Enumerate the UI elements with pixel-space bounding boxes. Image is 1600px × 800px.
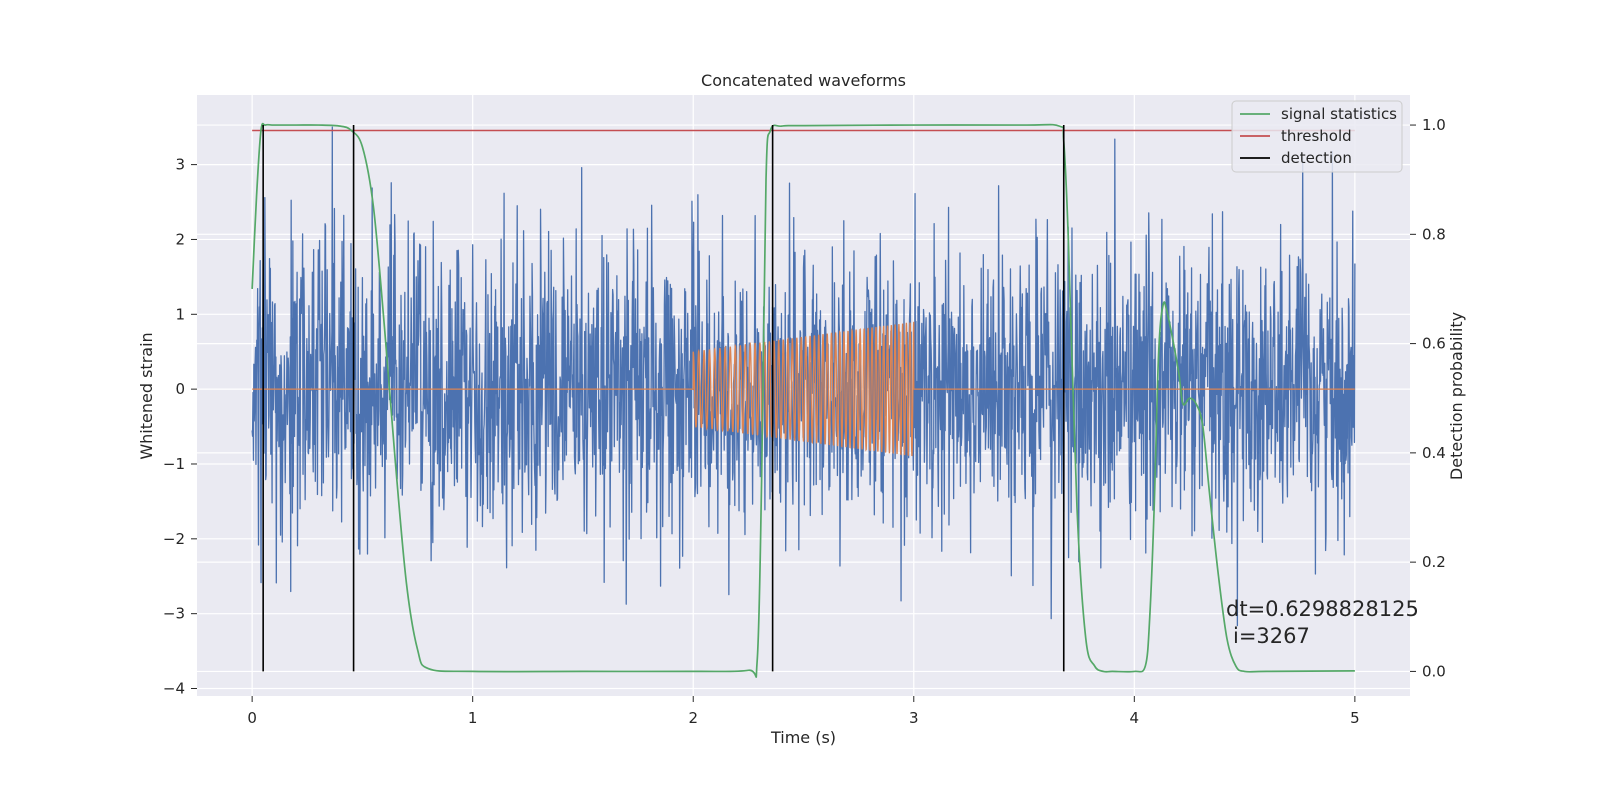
y2-axis-label: Detection probability (1447, 312, 1466, 480)
x-tick-label: 3 (909, 709, 919, 727)
x-tick-label: 2 (688, 709, 698, 727)
y2-tick-label: 0.2 (1422, 553, 1446, 571)
legend-frame (1231, 100, 1403, 173)
series-strain (251, 126, 1356, 627)
y-tick-label: −3 (163, 605, 185, 623)
series-injected (252, 321, 1355, 457)
y-tick-label: −4 (163, 680, 185, 698)
x-axis-ticks: 0 1 2 3 4 5 (247, 696, 1360, 727)
x-tick-label: 1 (468, 709, 478, 727)
y-tick-label: 1 (175, 305, 185, 323)
y-tick-label: 0 (175, 380, 185, 398)
y-axis-label: Whitened strain (137, 332, 156, 459)
y-tick-label: 3 (175, 156, 185, 174)
legend: signal statistics threshold detection (1231, 100, 1403, 173)
y-tick-label: 2 (175, 230, 185, 248)
series-signal-statistics (251, 122, 1355, 678)
y2-tick-label: 0.6 (1422, 335, 1446, 353)
y2-tick-label: 0.0 (1422, 662, 1446, 680)
y-tick-label: −1 (163, 455, 185, 473)
y2-tick-label: 1.0 (1422, 116, 1446, 134)
y2-tick-label: 0.8 (1422, 225, 1446, 243)
y-tick-label: −2 (163, 530, 185, 548)
y2-tick-label: 0.4 (1422, 444, 1446, 462)
x-tick-label: 4 (1130, 709, 1140, 727)
legend-label-signal-statistics: signal statistics (1281, 105, 1397, 123)
detection-lines (262, 125, 1065, 672)
x-tick-label: 5 (1350, 709, 1360, 727)
legend-label-detection: detection (1281, 149, 1352, 167)
series-layer (251, 122, 1356, 678)
chart-title: Concatenated waveforms (701, 71, 906, 90)
x-axis-label: Time (s) (770, 728, 836, 747)
annotation-dt: dt=0.6298828125 (1226, 597, 1419, 621)
legend-label-threshold: threshold (1281, 127, 1352, 145)
y2-axis-ticks: 0.0 0.2 0.4 0.6 0.8 1.0 (1410, 116, 1446, 680)
annotation-i: i=3267 (1233, 624, 1310, 648)
y-axis-ticks: −4 −3 −2 −1 0 1 2 3 (163, 156, 197, 698)
x-tick-label: 0 (247, 709, 257, 727)
